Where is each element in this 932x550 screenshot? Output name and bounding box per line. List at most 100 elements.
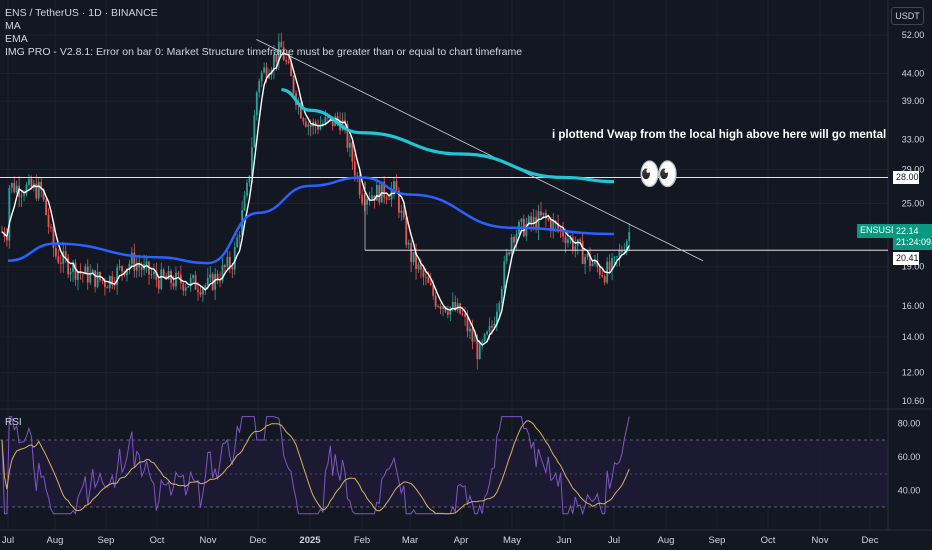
rsi-tick-label: 60.00 [898,452,921,462]
candle-body [552,220,555,231]
candle-body [358,175,361,195]
rsi-tick-label: 80.00 [898,418,921,428]
legend-ema[interactable]: EMA [5,33,28,45]
candle-body [20,195,23,197]
candle-body [402,210,405,218]
candle-body [542,212,545,216]
candle-body [464,314,466,317]
vwap-line [281,88,615,184]
candle-body [586,253,589,258]
annotation-text[interactable]: i plottend Vwap from the local high abov… [552,129,887,141]
candle-body [309,124,312,127]
candle-body [513,236,515,243]
candle-body [219,280,221,282]
candle-body [231,267,234,270]
candle-body [133,252,136,271]
time-tick-label: Nov [812,535,829,546]
candle-body [253,115,256,148]
candle-body [564,236,567,244]
candle-body [162,269,165,277]
candle-body [557,222,560,229]
level-2041-tag: 20.41 [893,252,919,265]
candle-body [444,306,447,312]
time-tick-label: Dec [862,535,879,546]
candle-body [508,252,511,255]
candle-body [574,246,577,250]
candle-body [307,124,310,127]
candle-body [273,54,275,71]
legend-imgpro[interactable]: IMG PRO - V2.8.1: Error on bar 0: Market… [5,46,523,58]
candle-body [601,275,604,277]
time-tick-label: Nov [200,535,217,546]
rsi-tick-label: 40.00 [898,485,921,495]
price-tick-label: 44.00 [902,68,925,78]
candle-body [243,195,246,211]
candle-body [461,313,464,315]
candle-body [28,178,30,185]
candle-body [620,250,623,253]
time-tick-label: Oct [761,535,776,546]
candle-body [248,175,251,183]
candle-body [562,229,564,237]
candle-body [74,262,77,280]
candle-body [42,189,45,200]
candle-body [35,183,38,199]
candle-body [363,203,366,205]
candle-body [126,268,128,276]
candle-body [130,252,133,264]
candle-body [584,257,586,264]
candle-body [204,285,207,289]
eyes-emoji: 👀 [638,155,679,192]
candle-body [292,76,295,94]
candle-body [579,239,582,242]
candle-body [434,295,437,307]
candle-body [62,251,65,264]
candle-body [346,123,349,148]
candle-body [483,334,486,342]
candle-body [6,236,8,241]
candle-body [486,331,488,335]
candle-body [476,340,479,360]
candle-body [398,190,400,213]
candle-body [491,325,493,328]
currency-button[interactable]: USDT [891,7,924,25]
candle-body [59,262,62,264]
candle-body [478,342,481,360]
candle-body [25,184,28,195]
legend-title: ENS / TetherUS · 1D · BINANCE [5,7,158,19]
candle-body [314,121,317,126]
candle-body [439,306,442,310]
rsi-axis: 80.00 60.00 40.00 [898,418,921,495]
candle-body [373,195,376,201]
rsi-legend[interactable]: RSI [5,417,22,428]
candle-body [287,61,290,63]
candle-body [488,325,491,332]
candle-body [96,272,99,287]
candle-body [628,232,631,242]
candle-body [378,185,381,203]
candle-body [47,215,50,228]
candle-body [209,274,212,278]
legend-ma[interactable]: MA [5,20,21,32]
candle-body [187,286,190,288]
candle-body [420,264,422,270]
candle-body [415,252,417,270]
candle-body [407,242,410,245]
candle-body [336,116,339,121]
candle-body [400,210,403,213]
price-tick-label: 19.00 [902,262,925,272]
candle-body [194,275,197,290]
candle-body [422,269,425,277]
time-tick-label: Sep [98,535,115,546]
candle-body [263,67,266,73]
candle-body [322,123,324,125]
price-tick-label: 10.60 [902,396,925,406]
candle-body [349,142,351,148]
candle-body [608,261,611,270]
candle-body [145,261,148,264]
candle-body [356,175,359,177]
candle-body [466,316,469,332]
candle-body [537,211,540,230]
candle-body [319,124,322,130]
